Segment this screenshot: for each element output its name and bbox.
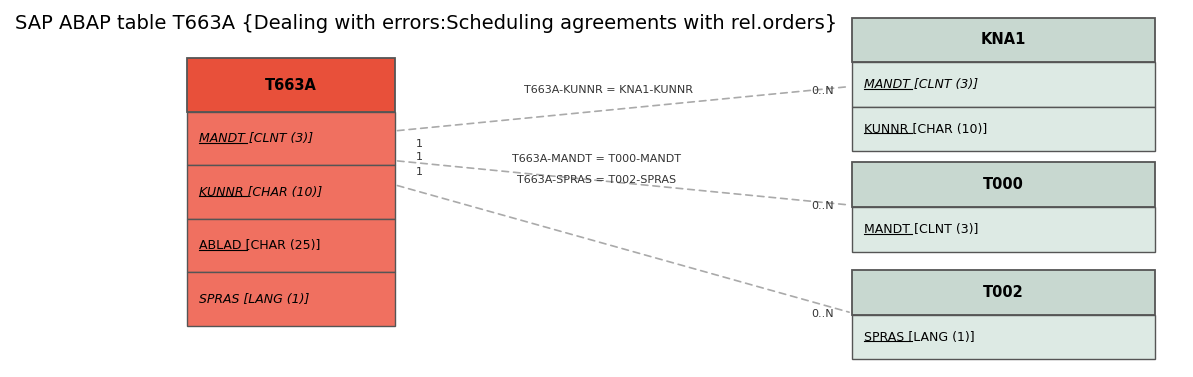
Text: 0..N: 0..N (811, 86, 834, 96)
Text: KUNNR [CHAR (10)]: KUNNR [CHAR (10)] (199, 186, 322, 199)
Text: SPRAS [LANG (1)]: SPRAS [LANG (1)] (199, 293, 309, 306)
Bar (852, 162, 1155, 207)
Bar (852, 18, 1155, 62)
Bar (852, 207, 1155, 251)
Text: T663A-SPRAS = T002-SPRAS: T663A-SPRAS = T002-SPRAS (517, 176, 676, 185)
Bar (187, 58, 395, 112)
Text: MANDT [CLNT (3)]: MANDT [CLNT (3)] (864, 78, 978, 91)
Text: T000: T000 (983, 177, 1024, 192)
Text: T002: T002 (983, 285, 1024, 300)
Text: SPRAS [LANG (1)]: SPRAS [LANG (1)] (864, 331, 975, 343)
Bar (852, 270, 1155, 315)
Text: 0..N: 0..N (811, 309, 834, 319)
Text: 1: 1 (416, 167, 424, 177)
Text: ABLAD [CHAR (25)]: ABLAD [CHAR (25)] (199, 239, 320, 252)
Text: T663A-KUNNR = KNA1-KUNNR: T663A-KUNNR = KNA1-KUNNR (524, 84, 693, 95)
Text: T663A-MANDT = T000-MANDT: T663A-MANDT = T000-MANDT (512, 154, 681, 164)
Text: 1: 1 (416, 139, 424, 149)
Bar (187, 219, 395, 273)
Bar (187, 166, 395, 219)
Text: T663A: T663A (265, 78, 316, 93)
Text: KNA1: KNA1 (981, 32, 1026, 48)
Text: KUNNR [CHAR (10)]: KUNNR [CHAR (10)] (864, 123, 987, 136)
Bar (187, 273, 395, 326)
Bar (852, 62, 1155, 107)
Text: MANDT [CLNT (3)]: MANDT [CLNT (3)] (864, 223, 978, 236)
Text: SAP ABAP table T663A {Dealing with errors:Scheduling agreements with rel.orders}: SAP ABAP table T663A {Dealing with error… (14, 14, 837, 33)
Text: 1: 1 (416, 152, 424, 162)
Bar (187, 112, 395, 166)
Text: 0..N: 0..N (811, 201, 834, 211)
Text: MANDT [CLNT (3)]: MANDT [CLNT (3)] (199, 132, 313, 145)
Bar (852, 315, 1155, 359)
Bar (852, 107, 1155, 151)
